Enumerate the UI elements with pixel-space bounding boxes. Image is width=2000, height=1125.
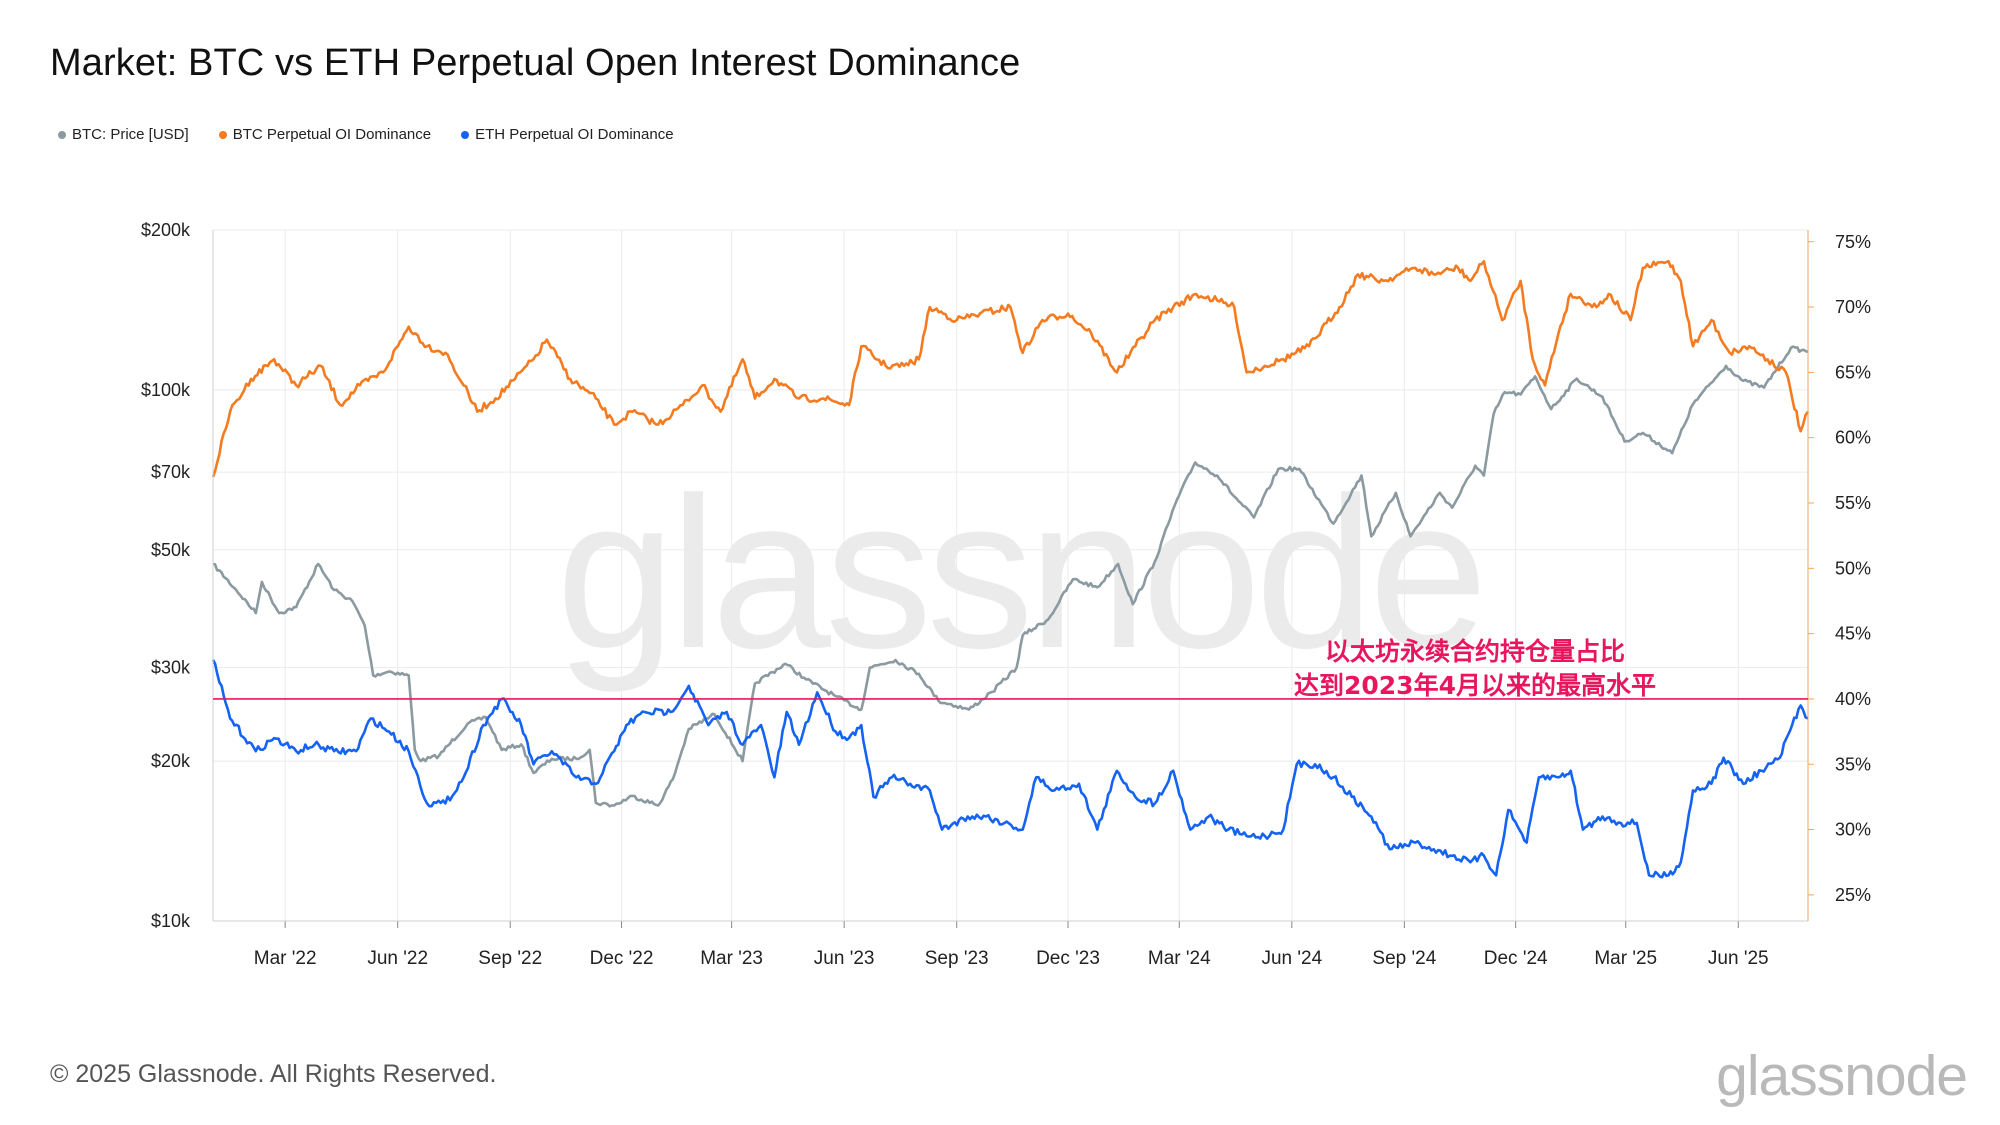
y-right-tick-label: 40%	[1835, 689, 1871, 709]
y-right-tick-label: 70%	[1835, 297, 1871, 317]
x-tick-label: Dec '22	[590, 948, 654, 969]
legend-item-1[interactable]: BTC Perpetual OI Dominance	[218, 126, 432, 143]
series-line-0	[212, 345, 1809, 808]
y-left-tick-label: $50k	[151, 540, 191, 560]
legend-dot-icon	[58, 130, 66, 139]
legend-item-2[interactable]: ETH Perpetual OI Dominance	[461, 126, 674, 143]
x-tick-label: Sep '22	[478, 948, 542, 969]
y-right-tick-label: 25%	[1835, 885, 1871, 905]
legend-label: BTC Perpetual OI Dominance	[232, 126, 432, 143]
y-left-tick-label: $10k	[151, 911, 191, 931]
y-left-tick-label: $30k	[151, 658, 191, 678]
x-tick-label: Mar '23	[700, 948, 763, 969]
legend-label: BTC: Price [USD]	[72, 126, 189, 143]
y-right-tick-label: 30%	[1835, 820, 1871, 840]
y-left-tick-label: $200k	[141, 220, 191, 240]
series-line-1	[211, 260, 1810, 478]
x-tick-label: Sep '24	[1372, 948, 1436, 969]
y-left-tick-label: $70k	[151, 462, 191, 482]
legend-dot-icon	[218, 130, 227, 139]
y-right-tick-label: 65%	[1835, 362, 1871, 382]
legend-dot-icon	[461, 130, 470, 139]
legend-label: ETH Perpetual OI Dominance	[475, 126, 674, 143]
chart-legend: BTC: Price [USD] BTC Perpetual OI Dominan…	[58, 126, 674, 143]
chart-title: Market: BTC vs ETH Perpetual Open Intere…	[50, 42, 1021, 84]
x-tick-label: Jun '23	[814, 948, 875, 969]
x-tick-label: Jun '24	[1261, 948, 1322, 969]
y-left-tick-label: $100k	[141, 380, 191, 400]
y-right-tick-label: 75%	[1835, 232, 1871, 252]
x-tick-label: Mar '24	[1148, 948, 1211, 969]
y-right-tick-label: 50%	[1835, 558, 1871, 578]
x-tick-label: Dec '24	[1484, 948, 1548, 969]
copyright-text: © 2025 Glassnode. All Rights Reserved.	[50, 1060, 497, 1088]
x-tick-label: Mar '22	[254, 948, 317, 969]
chart-grid	[213, 229, 1808, 922]
chart-axes: $200k $100k $70k $50k $30k $20k $10k 75% 70% 65% 6…	[141, 220, 1871, 969]
x-tick-label: Jun '22	[367, 948, 428, 969]
x-tick-label: Dec '23	[1036, 948, 1100, 969]
legend-item-0[interactable]: BTC: Price [USD]	[58, 126, 189, 143]
annotation-line-1: 以太坊永续合约持仓量占比	[1325, 637, 1625, 666]
glassnode-logo: glassnode	[1716, 1044, 1968, 1108]
y-right-tick-label: 55%	[1835, 493, 1871, 513]
series-line-2	[211, 659, 1809, 879]
series-layer	[211, 260, 1810, 879]
y-right-tick-label: 60%	[1835, 428, 1871, 448]
y-left-tick-label: $20k	[151, 751, 191, 771]
annotation-line-2: 达到2023年4月以来的最高水平	[1294, 671, 1656, 700]
y-right-tick-label: 35%	[1835, 754, 1871, 774]
y-right-tick-label: 45%	[1835, 624, 1871, 644]
x-tick-label: Mar '25	[1594, 948, 1657, 969]
x-tick-label: Jun '25	[1708, 948, 1769, 969]
x-tick-label: Sep '23	[925, 948, 989, 969]
